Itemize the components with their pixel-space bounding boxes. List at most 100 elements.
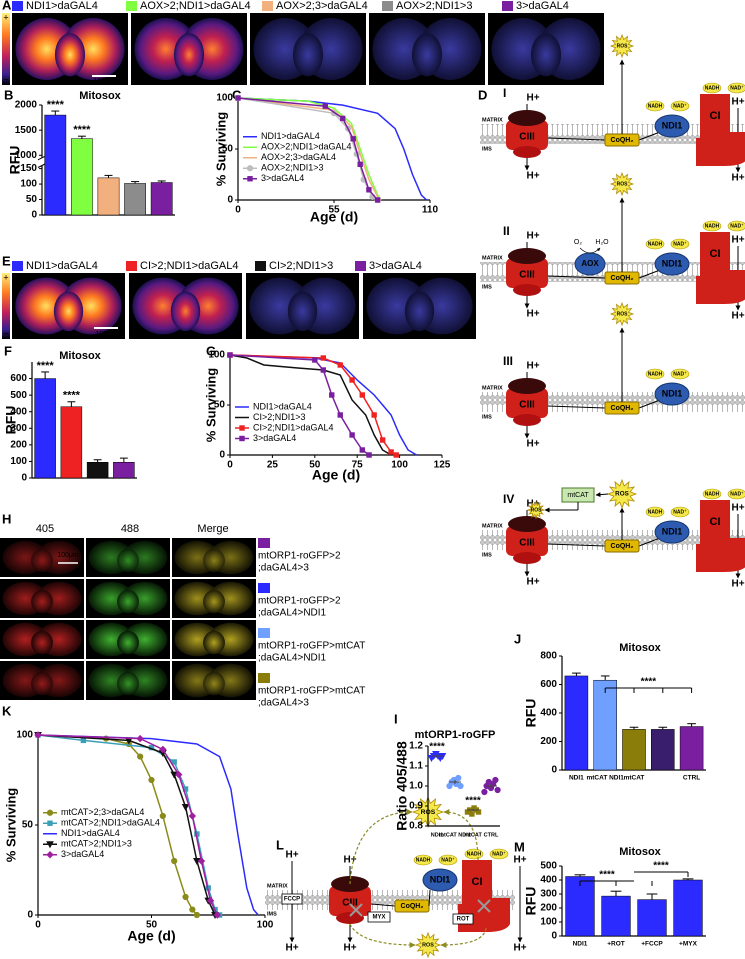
cofactor (670, 100, 690, 112)
marker (47, 820, 53, 826)
y-tick-label: 200 (540, 736, 557, 747)
proton-label: H+ (513, 855, 526, 866)
electron-path (370, 903, 396, 907)
marker (312, 357, 318, 363)
series-line (37, 734, 198, 916)
complex-iii (508, 378, 546, 394)
marker (46, 809, 54, 816)
membrane-label: IMS (267, 911, 277, 917)
y-axis-label: % Surviving (213, 112, 228, 186)
complex-iii (506, 120, 548, 150)
significance: **** (653, 861, 669, 872)
electron-path (638, 131, 661, 141)
proton-label: H+ (731, 97, 744, 108)
subpanel-label: II (503, 224, 510, 238)
panel-letter: E (2, 253, 11, 268)
panel-letter: D (478, 87, 487, 102)
x-tick-label: 100 (391, 460, 408, 471)
marker (171, 759, 177, 765)
ndi1-label: NDI1 (662, 388, 683, 398)
marker (206, 896, 215, 905)
cofactor-label: NAD⁺ (730, 85, 744, 91)
cofactor (727, 220, 745, 232)
cofactor (670, 506, 690, 518)
y-tick-label: 100 (16, 730, 33, 741)
marker (46, 841, 54, 849)
cofactor-label: NADH (416, 857, 431, 863)
ros-label: ROS (617, 43, 629, 49)
panel-letter: I (394, 711, 398, 726)
series-line (237, 97, 382, 201)
marker (320, 355, 326, 361)
bar (60, 406, 83, 479)
cofactor (702, 82, 722, 94)
proton-label: H+ (526, 361, 539, 372)
marker (366, 452, 372, 458)
y-tick-label: 1.2 (409, 741, 423, 752)
coq-label: CoQH₂ (611, 275, 634, 282)
series-line (37, 734, 216, 916)
proton-label: H+ (285, 943, 298, 954)
micrograph-lobe (530, 33, 562, 77)
legend-label: CI>2;NDI1>3 (269, 260, 333, 272)
complex-iii (508, 248, 546, 264)
y-tick-label: 400 (10, 406, 27, 417)
y-tick-label: 800 (540, 651, 557, 662)
micrograph-lobe (31, 671, 53, 696)
complex-label: CI (710, 110, 721, 122)
cofactor-label: NAD⁺ (673, 371, 687, 377)
panel-letter: K (2, 703, 12, 718)
proton-label: H+ (526, 93, 539, 104)
marker (349, 377, 355, 383)
complex-label: CIII (519, 270, 535, 281)
legend-label: NDI1>daGAL4 (253, 401, 312, 411)
ndi1-label: NDI1 (430, 874, 451, 884)
marker (189, 906, 196, 913)
bar (150, 182, 173, 216)
bar (622, 729, 646, 771)
y-tick-label: 200 (540, 903, 557, 914)
x-tick-label: mtCAT (464, 832, 482, 838)
x-tick-label: 50 (146, 920, 158, 931)
ros-arrow (595, 492, 609, 498)
marker (320, 367, 326, 373)
complex-label: CIII (342, 898, 358, 909)
bar (86, 462, 109, 479)
significance: **** (429, 742, 445, 753)
legend-label: NDI1>daGAL4 (26, 260, 98, 272)
x-tick-label: 0 (235, 205, 241, 216)
cofactor-label: NADH (705, 223, 720, 229)
ros-label: ROS (422, 942, 434, 948)
x-tick-label: 125 (434, 460, 451, 471)
y-axis-label: RFU (523, 887, 539, 916)
marker (393, 452, 399, 458)
row-label: mtORP1-roGFP>2 (258, 551, 341, 562)
marker (235, 95, 241, 101)
axis-break (37, 157, 176, 166)
x-tick-label: mtCAT NDI1 (439, 832, 471, 838)
marker (337, 362, 343, 368)
panel-letter: F (4, 343, 12, 358)
cofactor (670, 238, 690, 250)
micrograph-lobe (411, 33, 443, 77)
micrograph-lobe (292, 33, 324, 77)
legend-swatch (258, 538, 270, 548)
legend-label: AOX>2;NDI1>3 (261, 163, 324, 173)
micrograph-lobe (117, 589, 139, 614)
micrograph-lobe (203, 630, 225, 655)
micrograph-lobe (54, 33, 86, 77)
y-tick-label: 1500 (15, 125, 38, 136)
proton-label: H+ (526, 577, 539, 588)
x-tick-label: mtCAT NDI1 (586, 775, 624, 782)
y-tick-label: 500 (10, 390, 27, 401)
legend-label: 3>daGAL4 (61, 849, 104, 859)
ndi1 (654, 520, 690, 544)
legend-label: AOX>2;3>daGAL4 (276, 0, 368, 12)
y-tick-label: 0 (219, 450, 225, 461)
series-line (37, 734, 218, 916)
electron-path (547, 543, 606, 547)
micrograph-lobe (287, 291, 318, 332)
cofactor (413, 854, 433, 866)
y-tick-label: 400 (540, 875, 557, 886)
